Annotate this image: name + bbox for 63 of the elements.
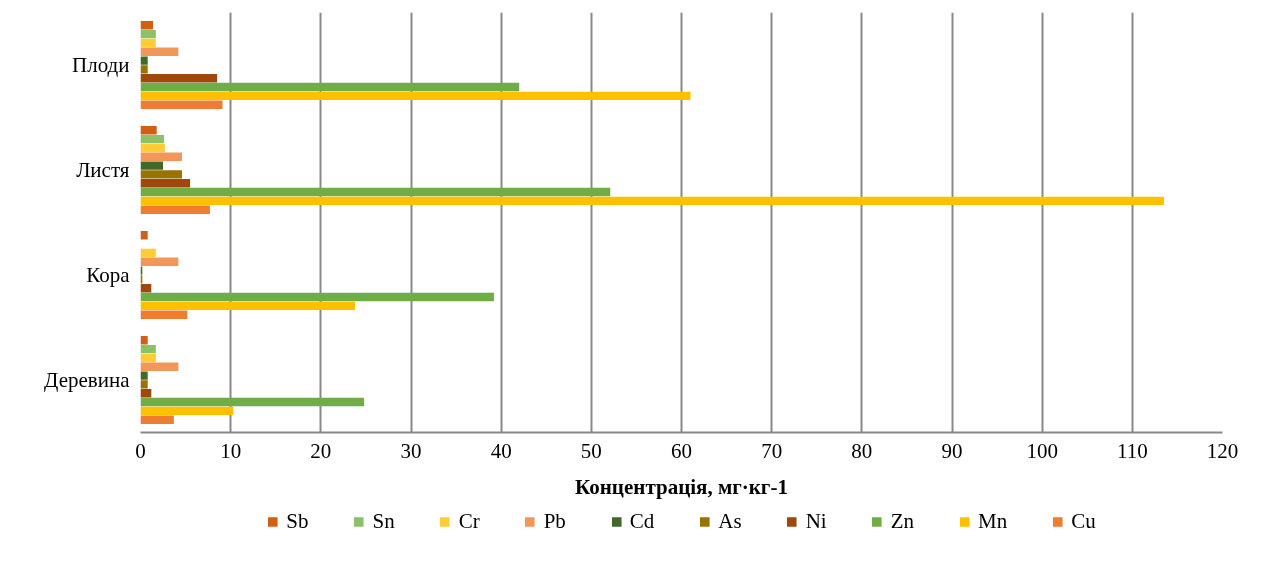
bar: [140, 196, 1164, 206]
legend-label: Cr: [458, 508, 480, 534]
bar: [140, 397, 365, 407]
bar: [140, 91, 691, 101]
bar: [140, 187, 611, 197]
x-tick-label: 120: [1206, 438, 1239, 463]
bar: [140, 406, 234, 416]
legend-label: Ni: [805, 508, 827, 534]
bar: [140, 344, 156, 354]
legend-label: Cd: [629, 508, 655, 534]
bar: [140, 231, 148, 240]
bar: [140, 100, 223, 109]
x-tick-label: 20: [310, 438, 332, 463]
x-axis-title: Концентрація, мг·кг-1: [575, 474, 788, 499]
bar: [140, 170, 182, 179]
x-tick-label: 100: [1026, 438, 1058, 463]
x-tick-label: 10: [220, 438, 242, 463]
y-tick-label: Деревина: [44, 368, 131, 392]
x-tick-label: 60: [671, 438, 692, 463]
bar: [140, 205, 210, 214]
bar: [140, 415, 174, 424]
bar: [140, 257, 179, 266]
bar: [140, 74, 218, 83]
legend-label: Sn: [372, 508, 395, 534]
legend-label: Sb: [286, 508, 309, 534]
bar: [140, 380, 148, 389]
bar: [140, 82, 520, 92]
y-tick-label: Листя: [76, 158, 130, 182]
y-tick-label: Кора: [86, 263, 131, 287]
x-tick-label: 110: [1116, 438, 1148, 463]
legend-label: Cu: [1071, 508, 1096, 534]
legend-label: Mn: [978, 508, 1008, 534]
legend-label: As: [718, 508, 742, 534]
bar: [140, 65, 148, 74]
bar: [140, 29, 156, 39]
legend-label: Pb: [543, 508, 566, 534]
bar: [140, 292, 494, 302]
bar: [140, 248, 156, 258]
bar: [140, 134, 164, 144]
bar: [140, 152, 182, 161]
bar: [140, 353, 156, 363]
bar: [140, 47, 179, 56]
bar: [140, 56, 148, 65]
bar: [140, 336, 148, 345]
bar: [140, 179, 191, 188]
bar: [140, 301, 356, 311]
bar: [140, 161, 164, 170]
bar: [140, 310, 188, 319]
x-tick-label: 80: [851, 438, 873, 463]
bar: [140, 126, 157, 135]
bar: [140, 362, 179, 371]
x-tick-label: 30: [400, 438, 422, 463]
bar: [140, 143, 165, 153]
x-tick-label: 0: [135, 438, 146, 463]
bar: [140, 21, 154, 30]
legend-label: Zn: [890, 508, 915, 534]
bar: [140, 38, 156, 48]
x-tick-label: 50: [580, 438, 602, 463]
y-tick-label: Плоди: [72, 53, 130, 77]
bar: [140, 371, 148, 380]
x-tick-label: 40: [490, 438, 512, 463]
x-tick-label: 90: [941, 438, 963, 463]
x-tick-label: 70: [761, 438, 783, 463]
